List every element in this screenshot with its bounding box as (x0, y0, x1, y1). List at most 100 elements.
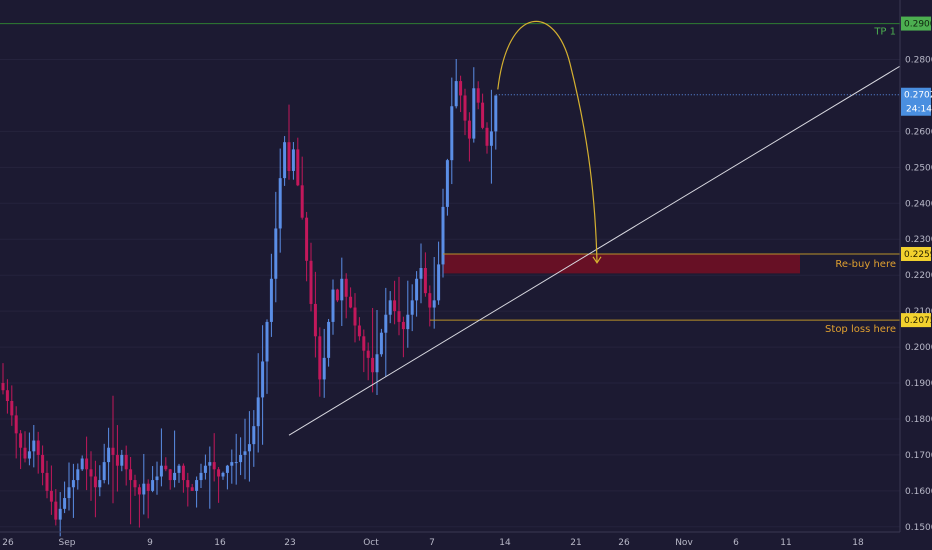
candle-body (366, 350, 370, 358)
rebuy-badge (901, 246, 931, 261)
candle-body (300, 185, 304, 218)
x-tick-label: Sep (59, 538, 76, 548)
candle-body (432, 300, 436, 308)
candle-body (203, 465, 207, 473)
x-tick-label: 18 (852, 538, 864, 548)
candle-body (177, 465, 181, 473)
tp-badge-value: 0.2900 (904, 20, 932, 30)
candle-body (437, 264, 441, 301)
candle-body (313, 303, 317, 337)
candle-body (239, 454, 243, 463)
candle-body (230, 462, 234, 466)
candle-body (454, 81, 458, 107)
candle-body (41, 454, 45, 473)
candle-body (32, 440, 36, 452)
candle-body (89, 469, 93, 477)
y-tick-label: 0.2800 (905, 56, 932, 66)
last-price-badge (901, 87, 931, 116)
candle-body (318, 336, 322, 380)
candle-body (129, 469, 133, 481)
stoploss-label: Stop loss here (825, 324, 896, 335)
x-tick-label: 11 (780, 538, 791, 548)
candle-body (305, 217, 309, 261)
x-tick-label: 6 (733, 538, 739, 548)
candle-body (137, 487, 141, 495)
candle-body (19, 433, 23, 448)
rebuy-badge-value: 0.2259 (904, 250, 932, 260)
candle-body (155, 476, 159, 481)
candle-body (173, 472, 177, 481)
candle-body (415, 278, 419, 301)
x-tick-label: 23 (284, 538, 295, 548)
candle-body (278, 178, 282, 229)
projection-arc (497, 20, 598, 263)
rebuy-zone (443, 253, 800, 274)
candle-body (441, 206, 445, 265)
candle-body (419, 268, 423, 279)
candle-body (168, 469, 172, 481)
x-tick-label: 14 (499, 538, 511, 548)
candle-body (146, 483, 150, 491)
candle-body (234, 462, 238, 464)
candle-body (133, 480, 137, 488)
x-tick-label: 9 (147, 538, 153, 548)
candle-body (10, 401, 14, 416)
candle-body (349, 296, 353, 308)
candle-body (269, 278, 273, 322)
candle-body (115, 454, 119, 466)
candle-body (291, 149, 295, 171)
candle-body (45, 472, 49, 491)
candle-body (476, 88, 480, 103)
candle-body (217, 469, 221, 477)
candle-body (406, 314, 410, 330)
candle-body (252, 426, 256, 445)
candle-body (1, 383, 5, 391)
candle-body (335, 289, 339, 301)
candle-body (54, 501, 58, 520)
candle-body (459, 81, 463, 96)
candle-body (221, 472, 225, 477)
candle-body (393, 300, 397, 312)
candle-body (265, 321, 269, 362)
rebuy-label: Re-buy here (835, 259, 896, 270)
candle-body (142, 483, 146, 495)
candle-body (322, 357, 326, 380)
candle-body (124, 454, 128, 470)
candle-body (67, 487, 71, 499)
candle-body (80, 458, 84, 470)
candle-body (379, 332, 383, 355)
candles (1, 58, 498, 537)
candle-body (423, 268, 427, 294)
x-tick-label: Nov (675, 538, 693, 548)
x-tick-label: 7 (429, 538, 435, 548)
candle-body (340, 278, 344, 301)
x-tick-label: 16 (214, 538, 226, 548)
candle-body (164, 465, 168, 470)
candle-body (212, 462, 216, 470)
stoploss-badge-value: 0.2075 (904, 316, 932, 326)
candle-body (489, 131, 493, 146)
candle-body (159, 465, 163, 477)
projection-arrowhead (592, 256, 602, 264)
candle-body (111, 447, 115, 455)
candle-body (463, 95, 467, 121)
candle-body (93, 476, 97, 488)
candle-body (151, 480, 155, 491)
grid-lines (0, 59, 900, 528)
candle-body (309, 260, 313, 304)
candle-body (481, 102, 485, 128)
candle-body (23, 447, 27, 459)
candle-body (261, 361, 265, 398)
candle-body (371, 357, 375, 373)
candle-body (199, 472, 203, 481)
candle-body (384, 314, 388, 333)
candle-body (274, 228, 278, 279)
